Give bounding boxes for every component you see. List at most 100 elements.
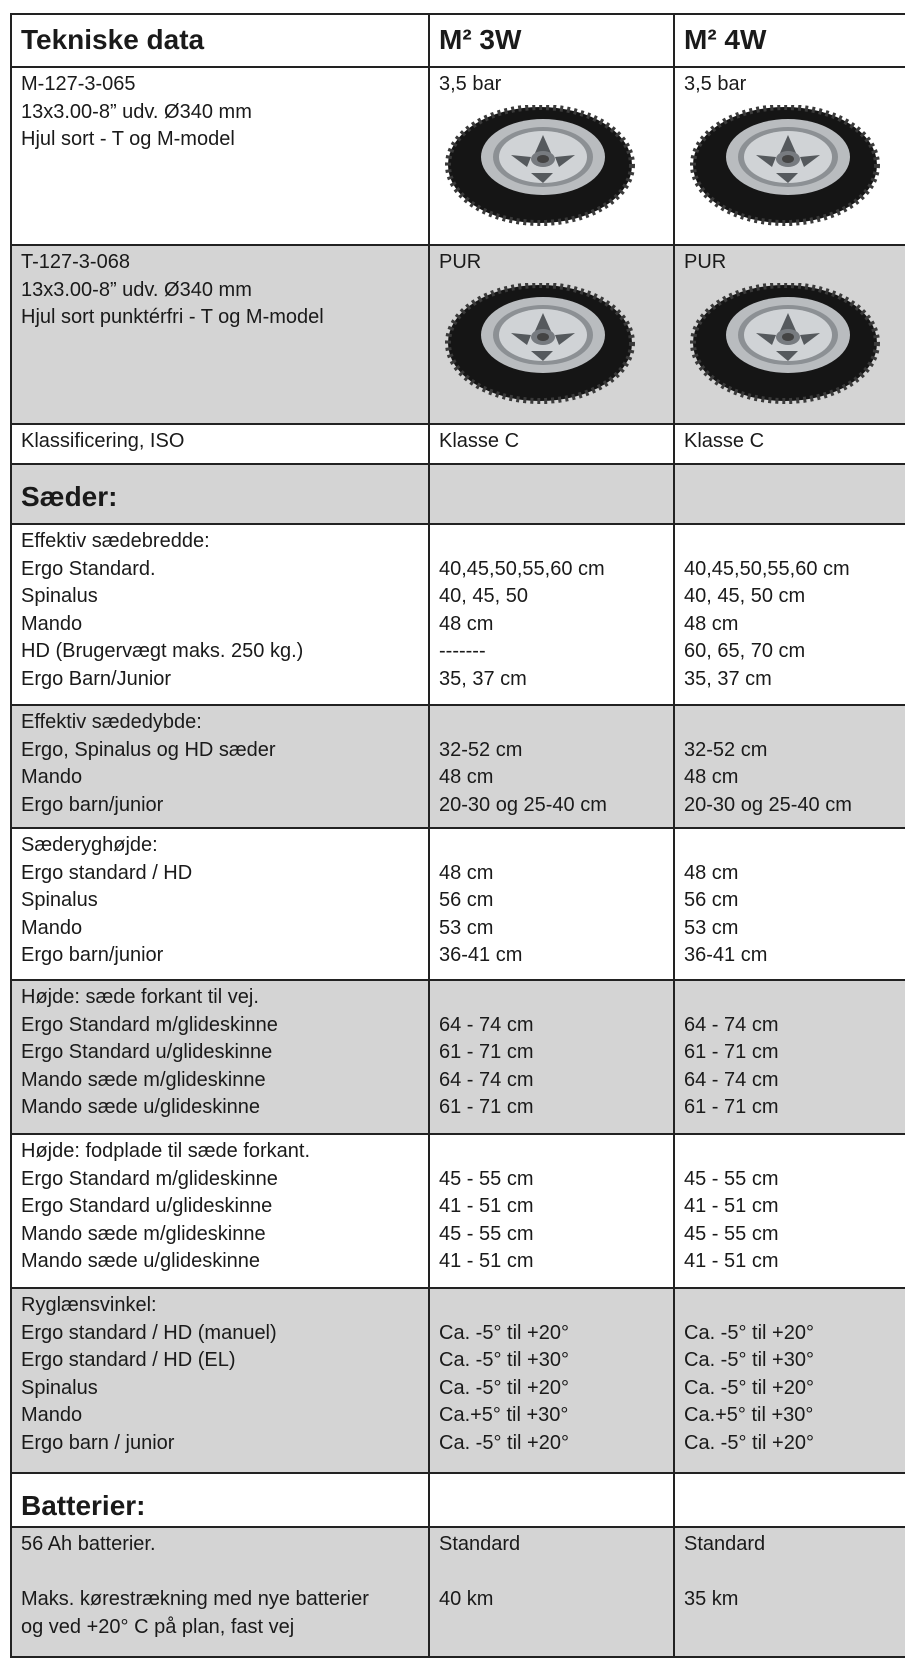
item-value: 40,45,50,55,60 cm <box>439 557 605 580</box>
item-label: Ergo standard / HD (manuel) <box>21 1321 277 1344</box>
cell <box>428 463 675 525</box>
item-value: 61 - 71 cm <box>684 1041 779 1064</box>
item-value: 40 km <box>439 1588 494 1611</box>
section-title: Sæder: <box>10 463 430 525</box>
item-value: 45 - 55 cm <box>439 1167 534 1190</box>
wheel-image <box>445 104 635 226</box>
label-line: M-127-3-065 <box>21 73 136 95</box>
spacer <box>684 1138 902 1166</box>
item-label: Mando <box>21 916 83 939</box>
table-row: Højde: fodplade til sæde forkant. Ergo St… <box>10 1133 905 1289</box>
item-value: 48 cm <box>439 766 494 789</box>
item-value: 45 - 55 cm <box>684 1222 779 1245</box>
item-value: Ca. -5° til +20° <box>439 1321 569 1344</box>
wheel-image <box>445 282 635 404</box>
label-cell: 56 Ah batterier. Maks. kørestrækning med … <box>10 1526 430 1658</box>
item-value: 41 - 51 cm <box>684 1250 779 1273</box>
group-heading: Sæderyghøjde: <box>21 834 158 856</box>
label-cell: Sæderyghøjde: Ergo standard / HD Spinalus M… <box>10 827 430 981</box>
item-value: 40,45,50,55,60 cm <box>684 557 850 580</box>
spacer <box>439 1292 665 1320</box>
spacer <box>684 984 902 1012</box>
value-cell: 64 - 74 cm 61 - 71 cm 64 - 74 cm 61 - 71 cm <box>428 979 675 1135</box>
value-cell: Standard 35 km <box>673 1526 905 1658</box>
value-cell: 3,5 bar <box>673 66 905 246</box>
label-line: Klassificering, ISO <box>21 430 185 452</box>
item-label: Ergo Standard u/glideskinne <box>21 1041 273 1064</box>
table-row: T-127-3-068 13x3.00-8” udv. Ø340 mm Hjul s… <box>10 244 905 425</box>
label-cell: Højde: fodplade til sæde forkant. Ergo St… <box>10 1133 430 1289</box>
group-heading: Effektiv sædedybde: <box>21 711 202 733</box>
gap <box>439 1559 665 1587</box>
item-value: 48 cm <box>439 861 494 884</box>
item-value: 60, 65, 70 cm <box>684 640 806 663</box>
wheel-image <box>690 282 880 404</box>
value-cell: 3,5 bar <box>428 66 675 246</box>
item-value: 61 - 71 cm <box>684 1096 779 1119</box>
spacer <box>684 1292 902 1320</box>
value-cell: Klasse C <box>428 423 675 465</box>
item-value: 48 cm <box>684 861 739 884</box>
value-cell: Klasse C <box>673 423 905 465</box>
section-title: Batterier: <box>10 1472 430 1528</box>
item-value: 48 cm <box>439 612 494 635</box>
item-value: ------- <box>439 640 486 663</box>
value: 3,5 bar <box>684 73 747 95</box>
value: PUR <box>684 251 727 273</box>
value-cell: Standard 40 km <box>428 1526 675 1658</box>
item-value: 40, 45, 50 <box>439 585 528 608</box>
item-value: 48 cm <box>684 612 739 635</box>
table-row: Effektiv sædebredde: Ergo Standard. Spinal… <box>10 523 905 706</box>
item-value: Ca. -5° til +30° <box>684 1349 814 1372</box>
item-label: Mando sæde m/glideskinne <box>21 1222 266 1245</box>
value-cell: 40,45,50,55,60 cm 40, 45, 50 cm 48 cm 60, 6… <box>673 523 905 706</box>
wheel-image <box>690 104 880 226</box>
label-cell: Klassificering, ISO <box>10 423 430 465</box>
value-cell: 48 cm 56 cm 53 cm 36-41 cm <box>428 827 675 981</box>
spacer <box>439 1138 665 1166</box>
item-label: Ergo barn / junior <box>21 1431 175 1454</box>
label-cell: M-127-3-065 13x3.00-8” udv. Ø340 mm Hjul s… <box>10 66 430 246</box>
label-line: T-127-3-068 <box>21 251 130 273</box>
item-label: Mando sæde m/glideskinne <box>21 1068 266 1091</box>
value-cell: Ca. -5° til +20° Ca. -5° til +30° Ca. -5° … <box>673 1287 905 1474</box>
item-label: Ergo Standard u/glideskinne <box>21 1195 273 1218</box>
value-cell: PUR <box>428 244 675 425</box>
item-value: 41 - 51 cm <box>684 1195 779 1218</box>
label-line: 13x3.00-8” udv. Ø340 mm <box>21 278 252 301</box>
item-label: og ved +20° C på plan, fast vej <box>21 1615 295 1638</box>
item-value: Standard <box>684 1533 766 1555</box>
item-value: 64 - 74 cm <box>684 1013 779 1036</box>
item-label: Mando <box>21 1404 83 1427</box>
item-value: 35 km <box>684 1588 739 1611</box>
item-value: Ca. -5° til +30° <box>439 1349 569 1372</box>
spacer <box>684 832 902 860</box>
group-heading: Højde: sæde forkant til vej. <box>21 986 259 1008</box>
spec-sheet: Tekniske data M² 3W M² 4W M-127-3-065 13x3.0… <box>10 13 905 1658</box>
value-cell: 32-52 cm 48 cm 20-30 og 25-40 cm <box>673 704 905 829</box>
item-label: HD (Brugervægt maks. 250 kg.) <box>21 640 304 663</box>
item-label: Ergo barn/junior <box>21 793 164 816</box>
gap <box>21 1559 420 1587</box>
spacer <box>439 709 665 737</box>
label-line: Hjul sort punktérfri - T og M-model <box>21 306 324 329</box>
cell <box>673 1472 905 1528</box>
item-label: Ergo, Spinalus og HD sæder <box>21 738 276 761</box>
item-value: Ca. -5° til +20° <box>684 1376 814 1399</box>
item-label: Mando <box>21 612 83 635</box>
item-value: 40, 45, 50 cm <box>684 585 806 608</box>
item-value: Ca. -5° til +20° <box>439 1431 569 1454</box>
gap <box>684 1559 902 1587</box>
item-label: Ergo standard / HD <box>21 861 193 884</box>
item-value: 53 cm <box>684 916 739 939</box>
item-value: 61 - 71 cm <box>439 1041 534 1064</box>
item-label: Spinalus <box>21 1376 98 1399</box>
label-line: 13x3.00-8” udv. Ø340 mm <box>21 100 252 123</box>
header-cell: Tekniske data <box>10 13 430 68</box>
spacer <box>439 832 665 860</box>
item-value: Ca. -5° til +20° <box>684 1431 814 1454</box>
header-row: Tekniske data M² 3W M² 4W <box>10 13 905 68</box>
item-label: 56 Ah batterier. <box>21 1533 156 1555</box>
header-cell: M² 3W <box>428 13 675 68</box>
